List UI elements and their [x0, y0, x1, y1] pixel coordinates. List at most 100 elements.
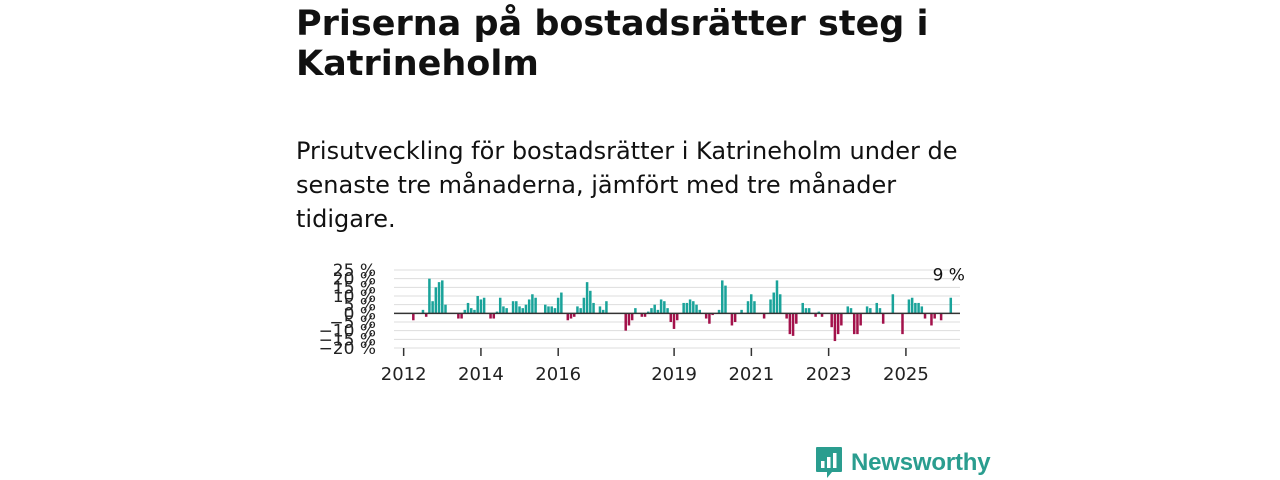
bar-negative [840, 313, 843, 326]
bar-negative [833, 313, 837, 342]
bar-negative [923, 313, 927, 319]
bar-positive [891, 294, 895, 314]
chart-subtitle: Prisutveckling för bostadsrätter i Katri… [296, 137, 958, 233]
bar-positive [444, 304, 447, 314]
bar-positive [650, 308, 653, 314]
bar-positive [724, 285, 727, 314]
y-tick-label: −20 % [319, 339, 376, 359]
bar-positive [511, 301, 515, 314]
brand-name: Newsworthy [851, 449, 991, 476]
bar-positive [634, 308, 637, 314]
bar-negative [791, 313, 795, 336]
y-tick-label: 10 % [333, 287, 376, 307]
bar-positive [656, 309, 660, 314]
bar-positive [801, 302, 804, 314]
x-tick-label: 2025 [883, 364, 929, 385]
bar-positive [534, 297, 537, 314]
bar-positive [717, 309, 721, 314]
bar-positive [746, 301, 750, 314]
bar-negative [708, 313, 711, 324]
bar-positive [582, 297, 586, 314]
bar-negative [939, 313, 943, 321]
bar-positive [521, 308, 524, 314]
chart-title: Priserna på bostadsrätter steg i Katrine… [296, 4, 929, 84]
bar-negative [669, 313, 673, 322]
bar-negative [627, 313, 631, 326]
bar-negative [901, 313, 904, 335]
bar-positive [698, 309, 701, 314]
bar-negative [859, 313, 862, 326]
x-tick-label: 2014 [458, 364, 504, 385]
bar-positive [778, 294, 782, 314]
bar-negative [762, 313, 766, 319]
bar-negative [566, 313, 570, 321]
bar-positive [589, 290, 592, 314]
bar-positive [473, 309, 476, 314]
bar-positive [749, 294, 753, 314]
bar-negative [730, 313, 734, 326]
bar-positive [476, 296, 479, 314]
bar-negative [704, 313, 708, 319]
bar-negative [830, 313, 833, 328]
bar-positive [753, 301, 756, 314]
bar-positive [441, 280, 444, 314]
bar-negative [412, 313, 415, 321]
bar-positive [585, 282, 589, 314]
bar-positive [524, 304, 528, 314]
bar-positive [659, 299, 663, 314]
bar-negative [624, 313, 627, 331]
bar-negative [572, 313, 576, 317]
bar-positive [495, 311, 499, 314]
y-tick-label: −15 % [319, 330, 376, 350]
y-tick-label: 25 % [333, 261, 376, 281]
bar-negative [795, 313, 798, 324]
bar-negative [930, 313, 933, 326]
y-tick-label: 20 % [333, 270, 376, 290]
bar-positive [553, 308, 557, 314]
bar-positive [920, 306, 924, 314]
bar-negative [640, 313, 644, 317]
bar-negative [933, 313, 936, 319]
bar-positive [502, 306, 505, 314]
x-tick-label: 2019 [651, 364, 697, 385]
bar-positive [865, 306, 869, 314]
bar-positive [949, 297, 953, 314]
bar-positive [598, 306, 602, 314]
bar-positive [556, 297, 560, 314]
bar-positive [804, 308, 808, 314]
bar-negative [489, 313, 492, 319]
bar-positive [682, 302, 685, 314]
bar-negative [733, 313, 737, 322]
bar-positive [547, 306, 550, 314]
x-tick-label: 2012 [381, 364, 427, 385]
bar-positive [505, 308, 508, 314]
bar-negative [788, 313, 792, 335]
x-tick-label: 2016 [535, 364, 581, 385]
bar-negative [881, 313, 885, 324]
bar-positive [469, 308, 473, 314]
bar-negative [852, 313, 856, 335]
bar-positive [544, 304, 547, 314]
bar-positive [515, 301, 518, 314]
bar-positive [560, 292, 563, 314]
bar-negative [569, 313, 573, 319]
bar-positive [431, 301, 434, 314]
bar-positive [685, 302, 689, 314]
bar-positive [579, 308, 582, 314]
bar-positive [428, 278, 431, 314]
bar-positive [846, 306, 850, 314]
bar-negative [814, 313, 817, 317]
bar-positive [907, 299, 911, 314]
bar-negative [820, 313, 824, 317]
y-axis-tick-labels: 25 %20 %15 %10 %5 %0 %−5 %−10 %−15 %−20 … [319, 261, 376, 359]
y-tick-label: 0 % [344, 304, 376, 324]
newsworthy-logo: Newsworthy [815, 446, 991, 480]
bar-positive [531, 294, 534, 314]
bar-positive [875, 302, 879, 314]
bar-negative [492, 313, 496, 319]
bar-positive [695, 304, 698, 314]
bar-positive [437, 282, 441, 314]
bar-positive [849, 308, 853, 314]
bar-positive [688, 299, 692, 314]
